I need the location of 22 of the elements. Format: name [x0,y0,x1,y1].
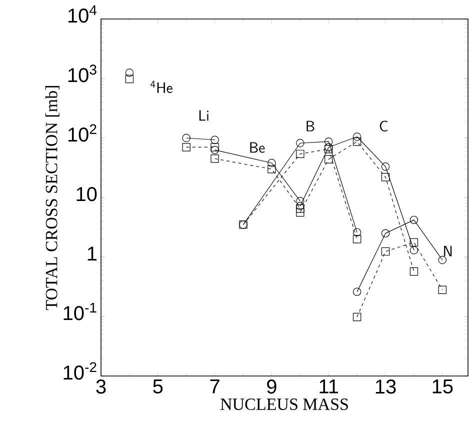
annotation: Li [199,110,208,121]
x-tick-label: 9 [267,380,276,394]
y-tick-label: 10$^{3}$ [68,64,96,82]
annotation: C [380,120,388,132]
annotation: Be [250,142,265,153]
y-tick-label: 10$^{4}$ [68,5,97,23]
x-tick-label: 13 [376,380,396,394]
x-tick-label: 7 [210,380,220,394]
x-axis-title: NUCLEUS MASS [220,398,348,410]
x-tick-label: 15 [432,380,453,394]
x-tick-label: 5 [153,380,163,394]
y-tick-label: 10 [76,187,97,202]
y-tick-label: 10$^{-1}$ [64,302,96,320]
x-tick-label: 11 [320,380,338,394]
y-axis-title: TOTAL CROSS SECTION [mb] [45,86,60,310]
y-tick-label: 10$^{-2}$ [64,362,96,380]
annotation: B [306,120,314,132]
x-tick-label: 3 [96,380,106,394]
annotation: $^{4}$He [150,80,172,93]
annotation: N [444,246,452,256]
y-tick-label: 10$^{2}$ [68,124,96,142]
y-tick-label: 1 [88,246,96,260]
